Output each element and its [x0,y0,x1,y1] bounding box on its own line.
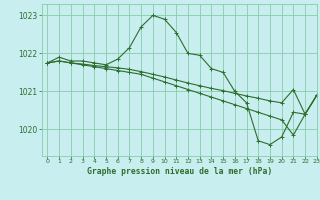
X-axis label: Graphe pression niveau de la mer (hPa): Graphe pression niveau de la mer (hPa) [87,167,272,176]
